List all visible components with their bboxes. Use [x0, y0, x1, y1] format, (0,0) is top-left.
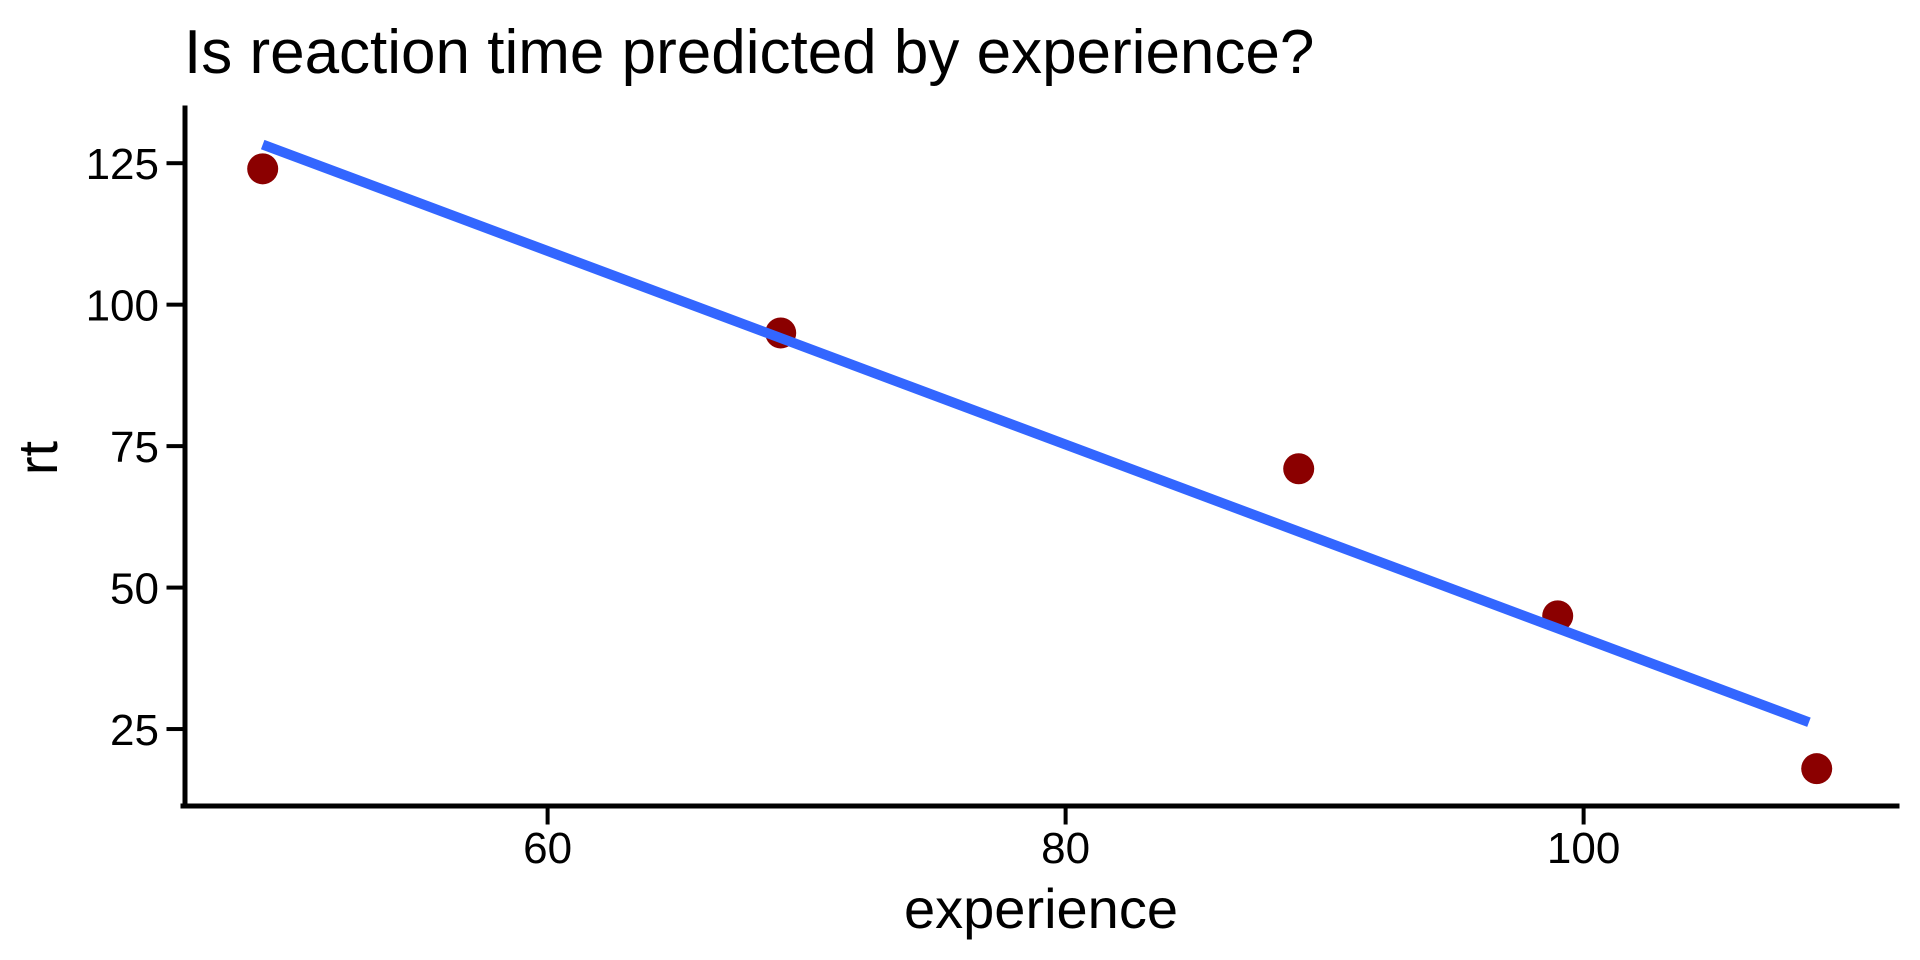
x-tick-label: 60	[523, 824, 572, 873]
y-tick-label: 50	[110, 565, 159, 614]
y-axis-ticks: 25 50 75 100 125	[86, 140, 183, 755]
x-axis-title: experience	[904, 877, 1178, 940]
x-tick-label: 100	[1547, 824, 1620, 873]
y-tick-label: 100	[86, 282, 159, 331]
x-tick-label: 80	[1041, 824, 1090, 873]
y-axis-title: rt	[6, 440, 69, 475]
x-axis-ticks: 60 80 100	[523, 808, 1620, 873]
chart-title: Is reaction time predicted by experience…	[184, 18, 1314, 87]
data-point	[1801, 753, 1833, 785]
y-tick-label: 125	[86, 140, 159, 189]
data-point	[1283, 453, 1315, 485]
data-points	[247, 153, 1833, 785]
y-tick-label: 75	[110, 423, 159, 472]
trend-line	[260, 139, 1811, 727]
y-tick-label: 25	[110, 706, 159, 755]
data-point	[247, 153, 279, 185]
